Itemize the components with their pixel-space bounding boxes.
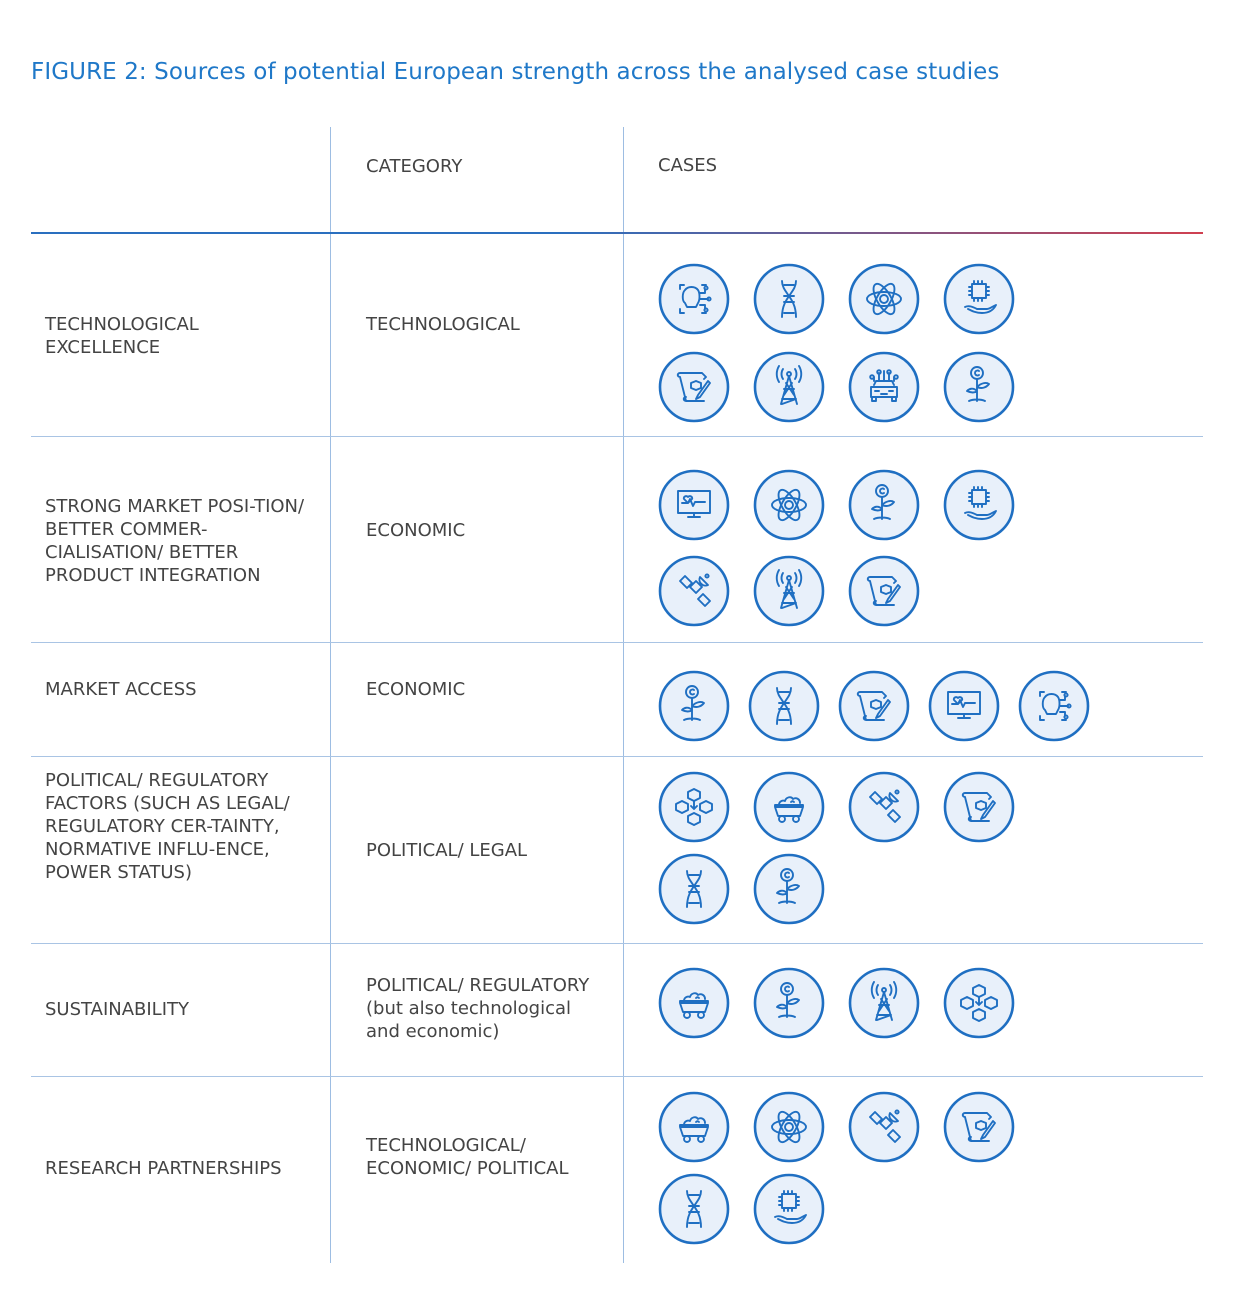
dna-icon [658, 853, 730, 925]
table-row: SUSTAINABILITY POLITICAL/ REGULATORY (bu… [31, 944, 1203, 1077]
category: POLITICAL/ LEGAL [366, 840, 528, 861]
strength-source: TECHNOLOGICAL EXCELLENCE [45, 314, 199, 358]
column-divider [623, 127, 624, 1263]
category: POLITICAL/ REGULATORY (but also technolo… [366, 975, 590, 1042]
health-monitor-icon [658, 469, 730, 541]
blueprint-icon [848, 555, 920, 627]
table-row: MARKET ACCESS ECONOMIC [31, 643, 1203, 757]
category: ECONOMIC [366, 679, 466, 700]
strength-table: CATEGORY CASES TECHNOLOGICAL EXCELLENCE … [31, 127, 1203, 1263]
plant-coin-icon [753, 853, 825, 925]
plant-coin-icon [753, 967, 825, 1039]
case-icons [658, 771, 1048, 925]
table-row: RESEARCH PARTNERSHIPS TECHNOLOGICAL/ ECO… [31, 1077, 1203, 1263]
plant-coin-icon [848, 469, 920, 541]
atom-icon [753, 1091, 825, 1163]
table-row: STRONG MARKET POSI-TION/ BETTER COMMER-C… [31, 437, 1203, 643]
strength-source: STRONG MARKET POSI-TION/ BETTER COMMER-C… [45, 496, 305, 586]
case-icons [658, 1091, 1048, 1245]
mine-cart-icon [658, 1091, 730, 1163]
mine-cart-icon [658, 967, 730, 1039]
chip-hand-icon [753, 1173, 825, 1245]
dna-icon [753, 263, 825, 335]
mine-cart-icon [753, 771, 825, 843]
column-divider [330, 127, 331, 1263]
category: ECONOMIC [366, 520, 466, 541]
header-rule [31, 232, 1203, 234]
blueprint-icon [943, 1091, 1015, 1163]
plant-coin-icon [658, 670, 730, 742]
table-header: CATEGORY CASES [31, 127, 1203, 233]
strength-source: RESEARCH PARTNERSHIPS [45, 1158, 282, 1179]
blockchain-icon [658, 771, 730, 843]
chip-hand-icon [943, 263, 1015, 335]
figure-title: FIGURE 2: Sources of potential European … [31, 59, 1000, 85]
chip-hand-icon [943, 469, 1015, 541]
category: TECHNOLOGICAL [366, 314, 520, 335]
satellite-icon [848, 771, 920, 843]
blueprint-icon [658, 351, 730, 423]
antenna-tower-icon [753, 351, 825, 423]
blockchain-icon [943, 967, 1015, 1039]
atom-icon [848, 263, 920, 335]
antenna-tower-icon [848, 967, 920, 1039]
strength-source: SUSTAINABILITY [45, 999, 190, 1020]
blueprint-icon [943, 771, 1015, 843]
satellite-icon [658, 555, 730, 627]
case-icons [658, 670, 1138, 742]
header-category: CATEGORY [366, 156, 463, 177]
header-cases: CASES [658, 155, 718, 176]
case-icons [658, 967, 1048, 1039]
connected-car-icon [848, 351, 920, 423]
table-row: TECHNOLOGICAL EXCELLENCE TECHNOLOGICAL [31, 233, 1203, 437]
strength-source: POLITICAL/ REGULATORY FACTORS (SUCH AS L… [45, 770, 290, 883]
ai-face-icon [1018, 670, 1090, 742]
health-monitor-icon [928, 670, 1000, 742]
table-row: POLITICAL/ REGULATORY FACTORS (SUCH AS L… [31, 757, 1203, 944]
dna-icon [748, 670, 820, 742]
strength-source: MARKET ACCESS [45, 679, 197, 700]
dna-icon [658, 1173, 730, 1245]
ai-face-icon [658, 263, 730, 335]
case-icons [658, 469, 1048, 627]
category: TECHNOLOGICAL/ ECONOMIC/ POLITICAL [366, 1135, 569, 1179]
case-icons [658, 263, 1048, 423]
atom-icon [753, 469, 825, 541]
satellite-icon [848, 1091, 920, 1163]
blueprint-icon [838, 670, 910, 742]
plant-coin-icon [943, 351, 1015, 423]
antenna-tower-icon [753, 555, 825, 627]
